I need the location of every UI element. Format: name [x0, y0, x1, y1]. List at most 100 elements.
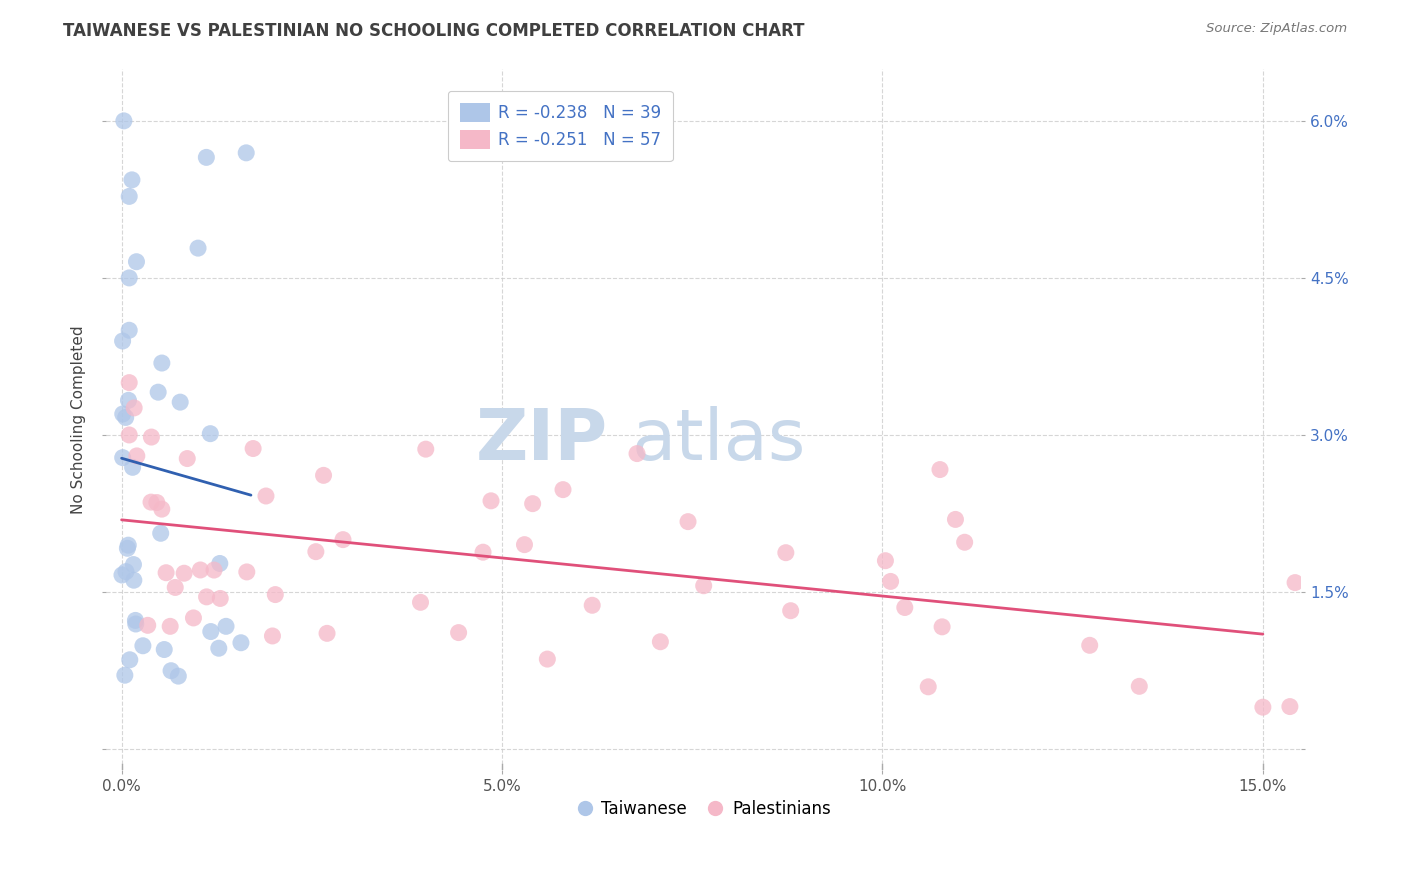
Point	[122, 573, 145, 587]
Point	[931, 620, 953, 634]
Point	[209, 591, 232, 606]
Point	[692, 579, 714, 593]
Point	[118, 428, 141, 442]
Point	[150, 502, 173, 516]
Point	[176, 451, 198, 466]
Point	[122, 401, 145, 415]
Point	[626, 447, 648, 461]
Point	[447, 625, 470, 640]
Text: ZIP: ZIP	[475, 406, 607, 475]
Point	[118, 271, 141, 285]
Point	[202, 563, 225, 577]
Point	[208, 557, 231, 571]
Point	[200, 426, 222, 441]
Point	[117, 541, 139, 556]
Point	[125, 617, 148, 632]
Point	[332, 533, 354, 547]
Point	[167, 669, 190, 683]
Point	[229, 636, 252, 650]
Point	[945, 512, 967, 526]
Point	[676, 515, 699, 529]
Text: Source: ZipAtlas.com: Source: ZipAtlas.com	[1206, 22, 1347, 36]
Point	[139, 495, 162, 509]
Point	[117, 393, 139, 408]
Point	[169, 395, 191, 409]
Point	[479, 493, 502, 508]
Point	[513, 538, 536, 552]
Point	[160, 664, 183, 678]
Point	[125, 254, 148, 268]
Point	[121, 460, 143, 475]
Point	[536, 652, 558, 666]
Point	[118, 323, 141, 337]
Point	[149, 526, 172, 541]
Point	[472, 545, 495, 559]
Point	[1251, 700, 1274, 714]
Point	[111, 334, 134, 348]
Point	[153, 642, 176, 657]
Point	[779, 604, 801, 618]
Point	[650, 634, 672, 648]
Point	[114, 668, 136, 682]
Point	[112, 114, 135, 128]
Point	[159, 619, 181, 633]
Point	[522, 497, 544, 511]
Point	[200, 624, 222, 639]
Point	[242, 442, 264, 456]
Legend: Taiwanese, Palestinians: Taiwanese, Palestinians	[569, 794, 838, 825]
Point	[124, 614, 146, 628]
Point	[1078, 638, 1101, 652]
Point	[236, 565, 259, 579]
Point	[150, 356, 173, 370]
Point	[195, 590, 218, 604]
Point	[165, 581, 187, 595]
Point	[775, 546, 797, 560]
Point	[264, 588, 287, 602]
Point	[111, 568, 134, 582]
Point	[879, 574, 901, 589]
Point	[141, 430, 163, 444]
Point	[409, 595, 432, 609]
Point	[173, 566, 195, 581]
Point	[187, 241, 209, 255]
Point	[415, 442, 437, 457]
Point	[312, 468, 335, 483]
Point	[121, 173, 143, 187]
Point	[117, 538, 139, 552]
Point	[262, 629, 284, 643]
Point	[305, 544, 328, 558]
Point	[195, 150, 218, 164]
Point	[190, 563, 212, 577]
Point	[111, 407, 134, 421]
Point	[235, 145, 257, 160]
Point	[316, 626, 339, 640]
Point	[118, 189, 141, 203]
Point	[875, 554, 897, 568]
Point	[111, 450, 134, 465]
Point	[1284, 575, 1306, 590]
Point	[146, 495, 169, 509]
Point	[136, 618, 159, 632]
Point	[581, 599, 603, 613]
Point	[551, 483, 574, 497]
Point	[118, 653, 141, 667]
Y-axis label: No Schooling Completed: No Schooling Completed	[72, 325, 86, 514]
Text: TAIWANESE VS PALESTINIAN NO SCHOOLING COMPLETED CORRELATION CHART: TAIWANESE VS PALESTINIAN NO SCHOOLING CO…	[63, 22, 804, 40]
Point	[929, 462, 952, 476]
Point	[115, 565, 138, 579]
Point	[1128, 679, 1150, 693]
Point	[118, 376, 141, 390]
Point	[208, 641, 231, 656]
Point	[1278, 699, 1301, 714]
Point	[215, 619, 238, 633]
Point	[114, 410, 136, 425]
Point	[894, 600, 917, 615]
Point	[155, 566, 177, 580]
Point	[132, 639, 155, 653]
Point	[125, 449, 148, 463]
Point	[122, 558, 145, 572]
Point	[183, 611, 205, 625]
Point	[146, 385, 169, 400]
Point	[917, 680, 939, 694]
Point	[254, 489, 277, 503]
